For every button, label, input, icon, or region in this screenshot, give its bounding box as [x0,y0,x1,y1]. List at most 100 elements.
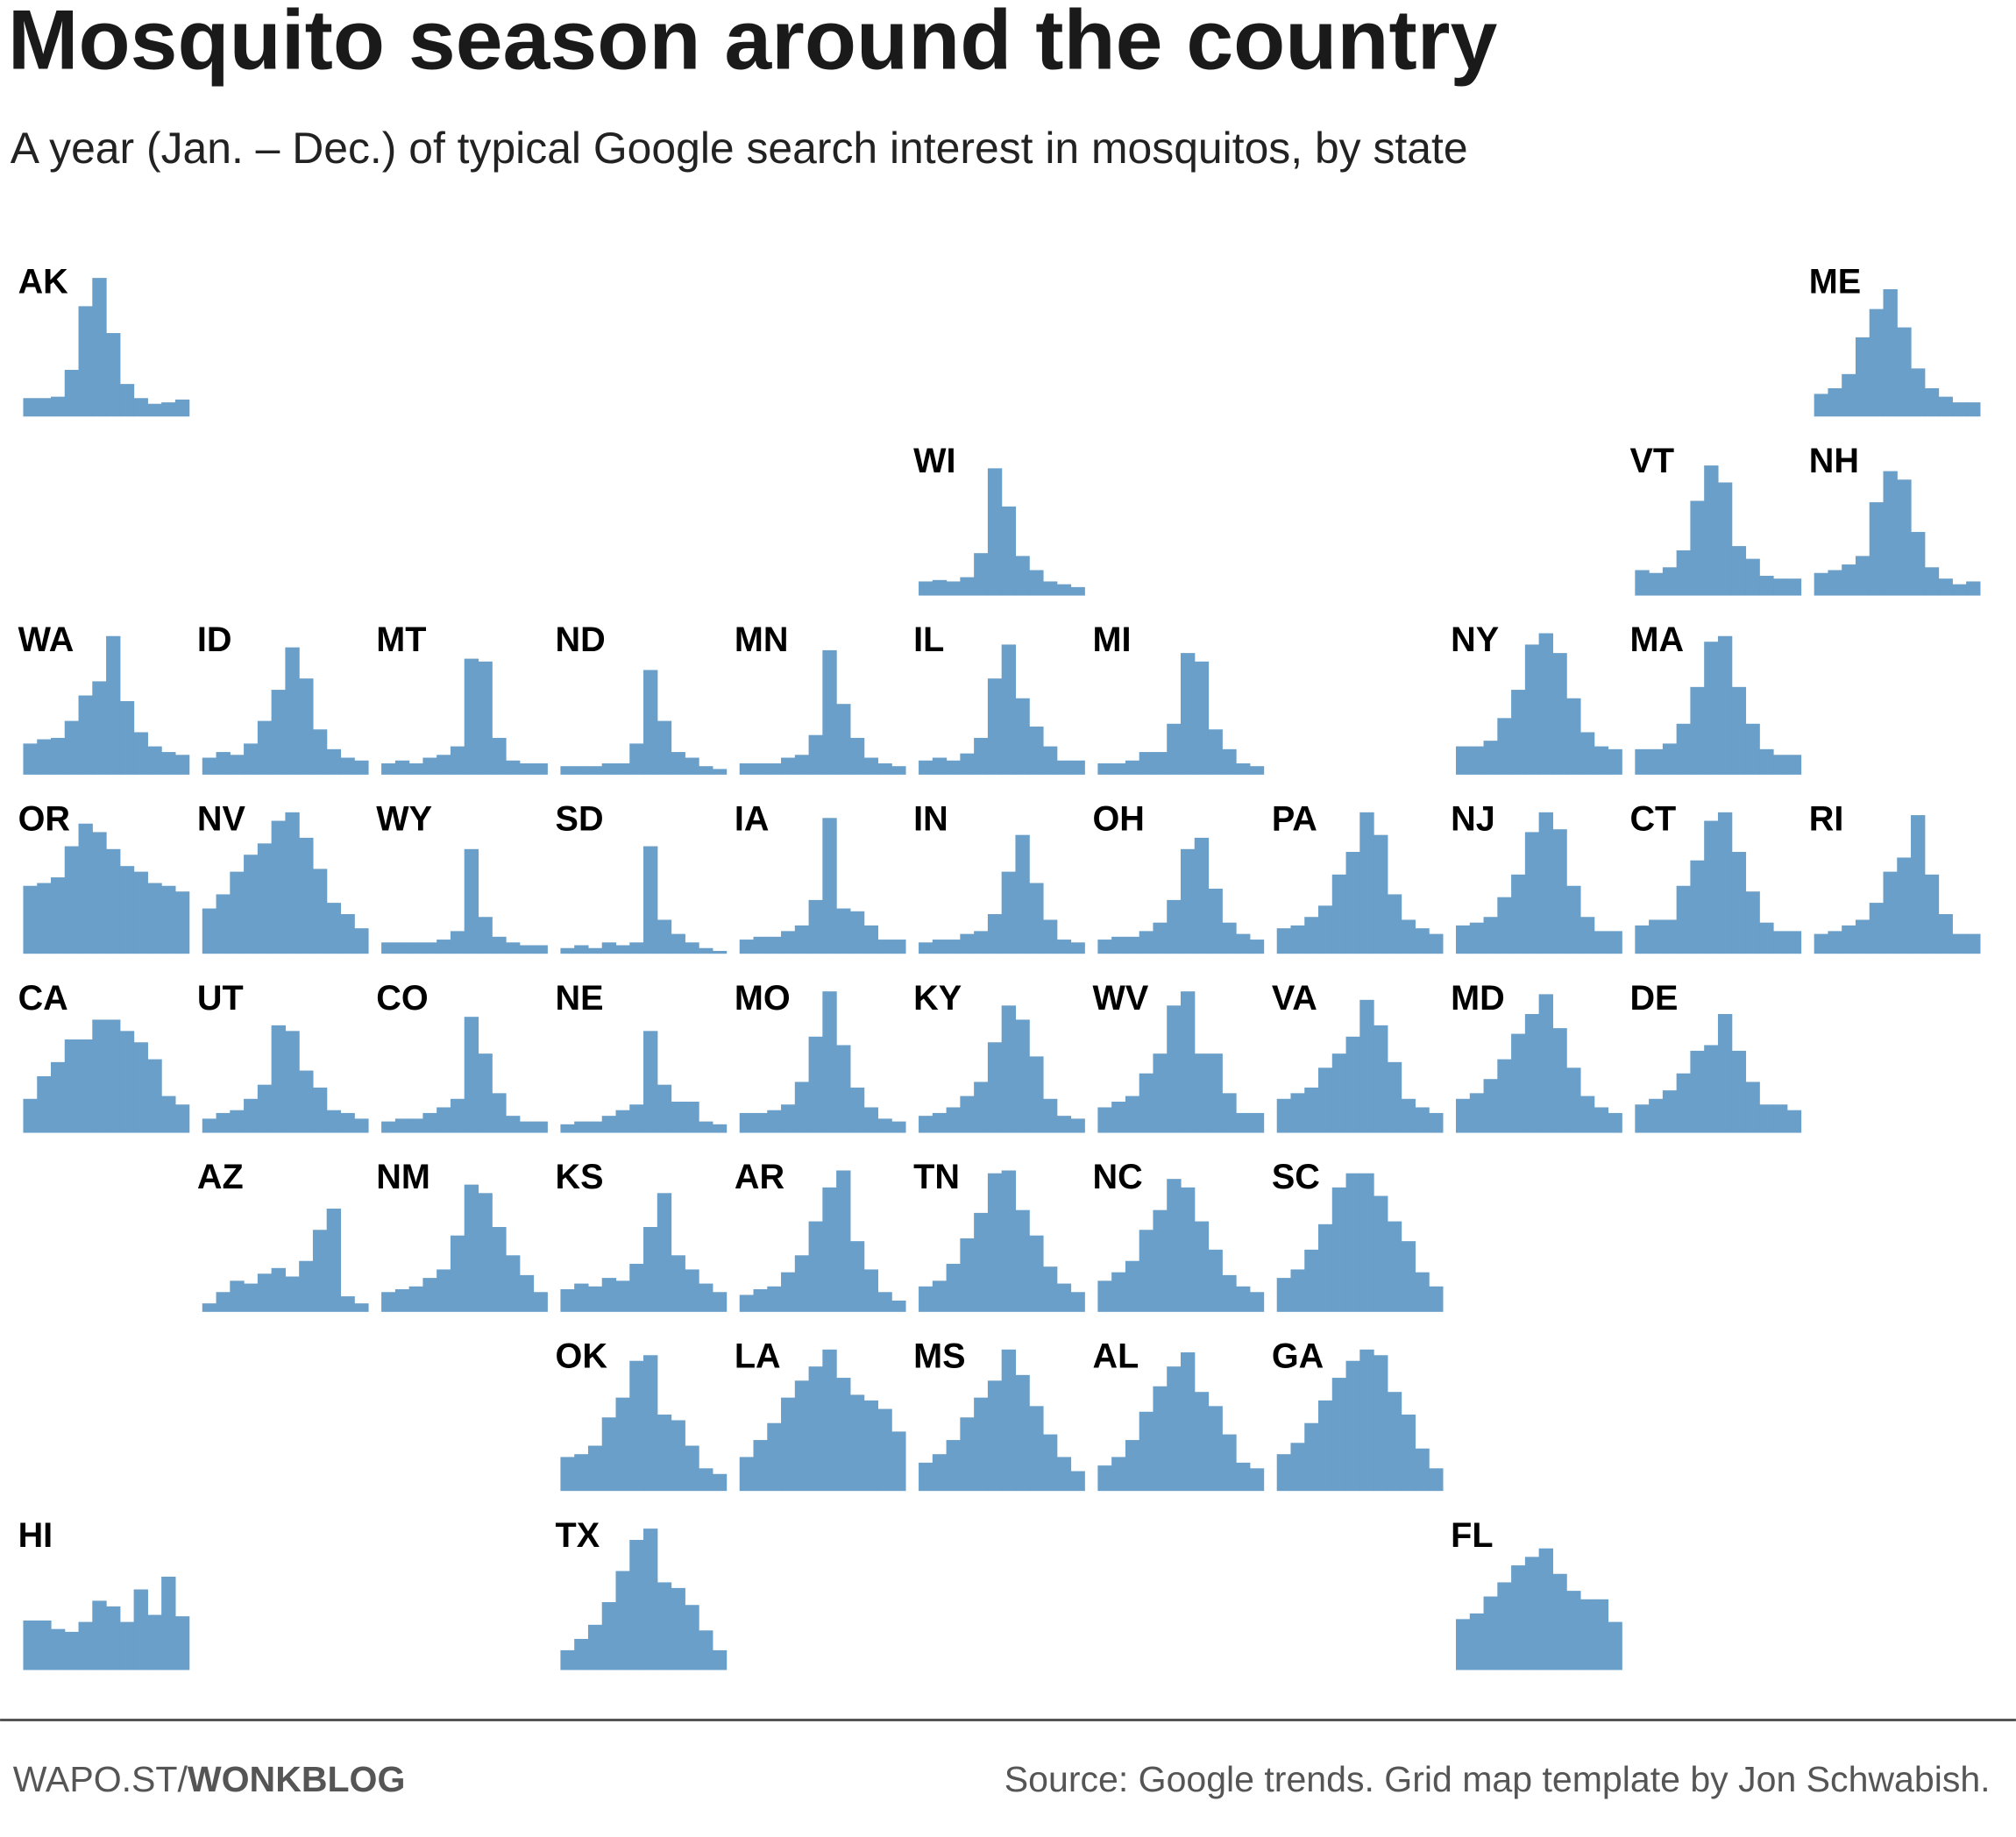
bar [574,1283,589,1312]
bar [1897,857,1912,954]
bar [1001,1170,1017,1312]
state-chart: MS [913,1337,1085,1492]
bar [1429,1112,1444,1133]
bar [601,1417,617,1492]
bar [1456,1098,1471,1133]
bar [119,1621,135,1670]
bar [1318,1223,1333,1312]
bar [1070,1118,1085,1133]
bar [147,883,162,954]
bar [1759,575,1774,596]
bar [161,752,176,775]
bar [133,398,148,417]
bar [1111,1272,1126,1312]
bar [161,1096,176,1133]
bar [1345,852,1360,954]
bar [671,1255,685,1312]
bar [808,734,823,775]
bar [381,762,396,775]
bar [753,1289,768,1312]
state-label: SD [556,800,604,839]
state-chart: SD [556,800,728,954]
bar [1745,558,1760,596]
bar [1236,762,1251,775]
bar [849,737,865,775]
bar [1786,755,1802,775]
bar [1594,746,1609,775]
bar [685,1102,699,1133]
bar [326,748,342,775]
bar [1180,653,1196,775]
bar [1139,752,1154,775]
bar [506,942,521,954]
state-chart: WY [376,800,548,954]
state-chart: MN [735,621,906,775]
bar [50,1628,66,1670]
bar [354,760,369,775]
bar [960,1417,975,1492]
bar [133,1042,148,1133]
bar [657,1415,672,1492]
bar [1855,556,1870,596]
bar [1249,940,1265,954]
bar [1401,919,1416,954]
bar [794,1082,810,1133]
bar [354,1303,369,1312]
bar [1566,1591,1581,1670]
bar [1249,1468,1265,1492]
bar [615,762,630,775]
bar [394,1289,410,1312]
bar [1938,396,1953,417]
bar [946,940,961,954]
bar [106,1019,121,1133]
bar [877,762,892,775]
bar [1194,1221,1210,1312]
bar [285,647,300,775]
bar [657,1084,672,1133]
bar [808,899,823,954]
bar [1042,581,1058,596]
bar [1773,755,1788,775]
bar [629,1263,644,1312]
bar [1401,1098,1416,1133]
bar [354,928,369,954]
bar [1359,812,1374,954]
state-chart: NM [376,1158,548,1312]
bar [574,1121,589,1133]
bar [1911,815,1926,954]
bar [1579,1096,1595,1133]
bar [1469,746,1485,775]
bar [1456,746,1471,775]
bar [1842,373,1856,417]
bar [587,1121,603,1133]
state-chart: LA [735,1337,906,1492]
bar [326,903,342,954]
bar [519,945,535,954]
bar [408,942,423,954]
state-label: CO [376,979,428,1018]
bar [64,369,80,417]
bar [422,1278,437,1312]
bar [891,1431,906,1492]
bar [587,1286,603,1312]
bar [1704,465,1719,596]
bar [106,333,121,417]
state-label: CT [1629,800,1676,839]
bar [1690,500,1705,596]
bar [643,1031,658,1133]
state-label: IA [735,800,770,839]
bar [712,1649,728,1670]
bar [753,1112,768,1133]
bar [106,1606,121,1670]
state-chart: AK [18,263,190,417]
state-chart: OH [1093,800,1265,954]
bar [37,883,52,954]
bar [987,914,1003,954]
bar [1318,905,1333,954]
bar [615,1110,630,1133]
bar [919,942,933,954]
bar [271,1267,286,1312]
bar [836,1045,851,1133]
bar [919,1462,933,1492]
state-chart: ME [1809,263,1981,417]
